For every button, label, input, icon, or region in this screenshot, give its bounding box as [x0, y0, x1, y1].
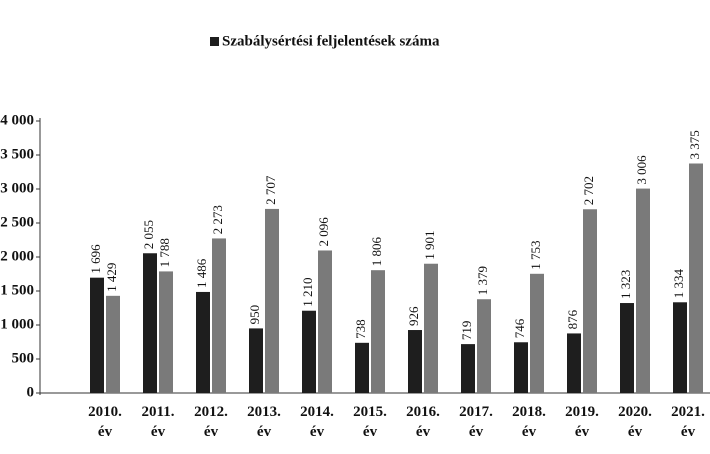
bar [530, 273, 544, 393]
x-tick-label: 2017. év [459, 404, 493, 440]
y-tick-label: 4 000 [0, 112, 34, 128]
value-label: 1 901 [422, 230, 437, 259]
x-tick-label: 2012. év [194, 404, 228, 440]
x-tick-label: 2020. év [618, 404, 652, 440]
value-label: 1 486 [194, 258, 209, 288]
bar [620, 303, 634, 393]
bar [514, 342, 528, 393]
bar [143, 253, 157, 393]
x-tick-label: 2010. év [88, 404, 122, 440]
x-tick-label: 2019. év [565, 404, 599, 440]
bar [106, 295, 120, 393]
bar [689, 163, 703, 393]
y-tick-label: 2 500 [0, 214, 34, 230]
value-label: 3 375 [687, 130, 702, 159]
x-tick-label: 2011. év [141, 404, 175, 440]
x-tick-label: 2014. év [300, 404, 334, 440]
value-label: 719 [459, 321, 474, 341]
bar [477, 299, 491, 393]
x-tick-label: 2013. év [247, 404, 281, 440]
bar [424, 263, 438, 393]
y-tick-label: 3 000 [0, 180, 34, 196]
value-label: 1 210 [300, 277, 315, 306]
value-label: 1 753 [528, 241, 543, 270]
x-tick-label: 2018. év [512, 404, 546, 440]
x-tick-label: 2021. év [671, 404, 705, 440]
bar [196, 291, 210, 393]
y-tick-label: 1 000 [0, 316, 34, 332]
value-label: 2 096 [316, 217, 331, 247]
y-tick-label: 3 500 [0, 146, 34, 162]
bar [302, 310, 316, 393]
x-tick-label: 2016. év [406, 404, 440, 440]
value-label: 746 [512, 318, 527, 338]
value-label: 2 707 [263, 175, 278, 205]
value-label: 1 696 [88, 244, 103, 274]
value-label: 926 [406, 306, 421, 326]
value-label: 3 006 [634, 155, 649, 185]
value-label: 1 323 [618, 270, 633, 299]
bar [371, 270, 385, 393]
bar [673, 302, 687, 393]
value-label: 738 [353, 319, 368, 339]
value-label: 2 702 [581, 176, 596, 205]
bar [461, 344, 475, 393]
bar [90, 277, 104, 393]
bar [318, 250, 332, 393]
bar [159, 271, 173, 393]
value-label: 1 379 [475, 266, 490, 295]
value-label: 1 429 [104, 263, 119, 292]
y-tick-label: 1 500 [0, 282, 34, 298]
value-label: 950 [247, 305, 262, 325]
bar [355, 342, 369, 393]
value-label: 1 334 [671, 269, 686, 299]
bar [408, 330, 422, 393]
bar [567, 333, 581, 393]
bar [265, 208, 279, 393]
bar [249, 328, 263, 393]
legend-marker [210, 37, 219, 46]
bar [583, 209, 597, 393]
bar [636, 188, 650, 393]
value-label: 2 273 [210, 205, 225, 234]
y-tick-label: 2 000 [0, 248, 34, 264]
y-tick-label: 500 [12, 350, 35, 366]
x-tick-label: 2015. év [353, 404, 387, 440]
bar [212, 238, 226, 393]
legend-label: Szabálysértési feljelentések száma [222, 33, 440, 49]
y-tick-label: 0 [27, 384, 35, 400]
value-label: 1 806 [369, 236, 384, 266]
value-label: 2 055 [141, 220, 156, 249]
value-label: 1 788 [157, 238, 172, 267]
value-label: 876 [565, 309, 580, 329]
